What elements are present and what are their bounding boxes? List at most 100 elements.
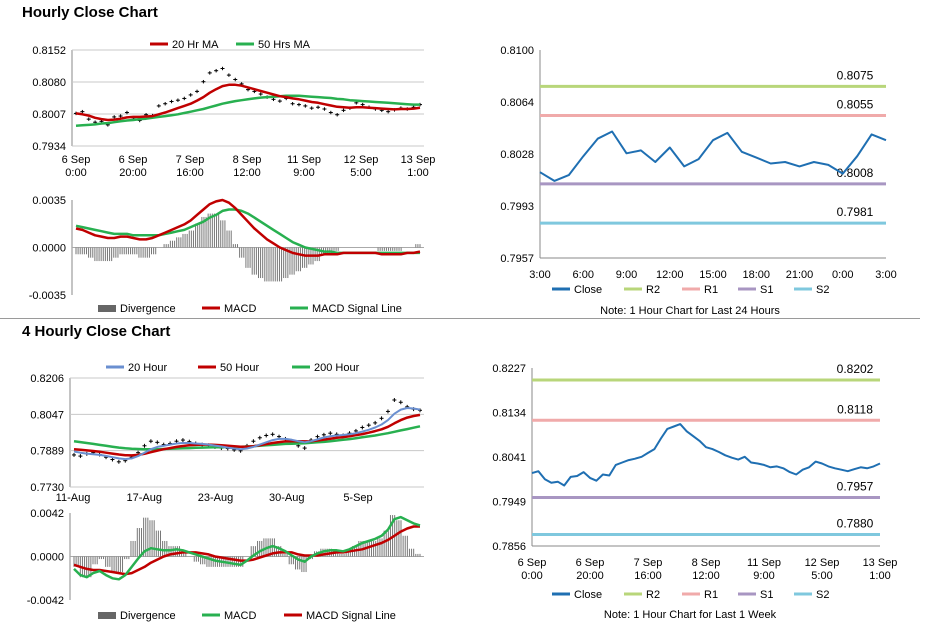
four-hourly-price-x-tick: 23-Aug xyxy=(198,492,233,504)
four-hourly-levels-x-tick: 1:00 xyxy=(869,570,890,582)
hourly-levels-legend-label: R2 xyxy=(646,284,660,296)
four-hourly-levels-x-tick: 13 Sep xyxy=(863,557,898,569)
four-hourly-levels-y-tick: 0.7856 xyxy=(492,541,526,553)
hourly-macd-signal-line xyxy=(75,208,420,255)
hourly-levels-y-tick: 0.7993 xyxy=(500,201,534,213)
four-hourly-levels-level-label: 0.7957 xyxy=(837,480,874,494)
four-hourly-levels-note: Note: 1 Hour Chart for Last 1 Week xyxy=(604,609,777,621)
hourly-price-x-tick: 9:00 xyxy=(293,167,314,179)
four-hourly-levels-x-tick: 12:00 xyxy=(692,570,720,582)
four-hourly-price-y-tick: 0.7730 xyxy=(30,482,64,494)
four-hourly-levels-level-label: 0.7880 xyxy=(837,516,874,530)
hourly-macd-legend-label: Divergence xyxy=(120,303,176,315)
four-hourly-macd-legend-label: MACD Signal Line xyxy=(306,610,396,622)
hourly-price-ma-a-line xyxy=(75,83,421,122)
four-hourly-levels-x-tick: 8 Sep xyxy=(692,557,721,569)
four-hourly-macd-y-tick: 0.0000 xyxy=(30,552,64,564)
hourly-price-x-tick: 16:00 xyxy=(176,167,204,179)
hourly-levels-x-tick: 21:00 xyxy=(786,269,814,281)
hourly-price-x-tick: 6 Sep xyxy=(119,154,148,166)
hourly-levels-level-label: 0.7981 xyxy=(837,205,874,219)
four-hourly-price-ma50-line xyxy=(73,413,421,457)
hourly-price-ma-b-line xyxy=(75,94,420,127)
hourly-price-x-tick: 8 Sep xyxy=(233,154,262,166)
four-hourly-levels-x-tick: 5:00 xyxy=(811,570,832,582)
section-divider xyxy=(0,318,920,319)
hourly-price-x-tick: 12 Sep xyxy=(344,154,379,166)
hourly-levels-y-tick: 0.7957 xyxy=(500,253,534,265)
four-hourly-macd-y-tick: 0.0042 xyxy=(30,508,64,520)
four-hourly-levels-x-tick: 12 Sep xyxy=(805,557,840,569)
hourly-price-legend-label: 50 Hrs MA xyxy=(258,39,311,51)
four-hourly-levels-legend-label: S1 xyxy=(760,589,773,601)
four-hourly-levels-legend-label: Close xyxy=(574,589,602,601)
hourly-macd-legend-swatch xyxy=(98,305,116,312)
four-hourly-levels-y-tick: 0.7949 xyxy=(492,497,526,509)
four-hourly-levels-x-tick: 20:00 xyxy=(576,570,604,582)
hourly-price-y-tick: 0.8152 xyxy=(32,45,66,57)
four-hourly-levels-y-tick: 0.8227 xyxy=(492,363,526,375)
hourly-levels-x-tick: 6:00 xyxy=(573,269,594,281)
four-hourly-price-legend-label: 20 Hour xyxy=(128,362,167,374)
four-hourly-levels-close-line xyxy=(531,423,881,487)
hourly-levels-x-tick: 15:00 xyxy=(699,269,727,281)
hourly-levels-x-tick: 0:00 xyxy=(832,269,853,281)
hourly-macd-legend-label: MACD xyxy=(224,303,256,315)
four-hourly-levels-legend-label: S2 xyxy=(816,589,829,601)
four-hourly-macd-legend-label: Divergence xyxy=(120,610,176,622)
hourly-price-x-tick: 6 Sep xyxy=(62,154,91,166)
four-hourly-levels-legend-label: R1 xyxy=(704,589,718,601)
four-hourly-levels-x-tick: 6 Sep xyxy=(518,557,547,569)
hourly-macd-y-tick: -0.0035 xyxy=(29,290,66,302)
four-hourly-levels-x-tick: 16:00 xyxy=(634,570,662,582)
hourly-levels-level-label: 0.8075 xyxy=(837,68,874,82)
hourly-levels-legend-label: Close xyxy=(574,284,602,296)
hourly-levels-level-label: 0.8055 xyxy=(837,97,874,111)
hourly-price-x-tick: 12:00 xyxy=(233,167,261,179)
four-hourly-price-x-tick: 5-Sep xyxy=(343,492,372,504)
hourly-macd-y-tick: 0.0035 xyxy=(32,195,66,207)
hourly-levels-y-tick: 0.8064 xyxy=(500,97,534,109)
four-hourly-levels-x-tick: 11 Sep xyxy=(747,557,781,569)
hourly-price-x-tick: 11 Sep xyxy=(287,154,321,166)
four-hourly-levels-level-label: 0.8118 xyxy=(837,402,873,416)
four-hourly-macd-legend-label: MACD xyxy=(224,610,256,622)
four-hourly-price-y-tick: 0.8206 xyxy=(30,373,64,385)
four-hourly-price-x-tick: 11-Aug xyxy=(56,492,91,504)
hourly-macd-line xyxy=(75,198,421,257)
hourly-levels-y-tick: 0.8028 xyxy=(500,149,534,161)
four-hourly-price-legend-label: 50 Hour xyxy=(220,362,259,374)
four-hourly-macd-signal-line xyxy=(73,525,420,576)
four-hourly-levels-x-tick: 7 Sep xyxy=(634,557,663,569)
hourly-levels-x-tick: 12:00 xyxy=(656,269,684,281)
hourly-levels-x-tick: 3:00 xyxy=(875,269,896,281)
hourly-price-x-tick: 13 Sep xyxy=(401,154,436,166)
hourly-price-y-tick: 0.7934 xyxy=(32,141,66,153)
hourly-price-x-tick: 20:00 xyxy=(119,167,147,179)
hourly-levels-y-tick: 0.8100 xyxy=(500,45,534,57)
four-hourly-levels-y-tick: 0.8134 xyxy=(492,408,526,420)
hourly-price-y-tick: 0.8080 xyxy=(32,77,66,89)
four-hourly-price-x-tick: 17-Aug xyxy=(127,492,162,504)
four-hourly-macd-y-tick: -0.0042 xyxy=(27,595,64,607)
hourly-levels-x-tick: 3:00 xyxy=(529,269,550,281)
four-hourly-price-x-tick: 30-Aug xyxy=(269,492,304,504)
four-hourly-macd-line xyxy=(73,515,421,581)
four-hourly-levels-level-label: 0.8202 xyxy=(837,362,874,376)
four-hourly-price-y-tick: 0.8047 xyxy=(30,409,64,421)
four-hourly-levels-y-tick: 0.8041 xyxy=(492,452,526,464)
four-hourly-price-legend-label: 200 Hour xyxy=(314,362,360,374)
hourly-price-y-tick: 0.8007 xyxy=(32,109,66,121)
four-hourly-price-ma20-line xyxy=(73,407,421,461)
four-hourly-macd-legend-swatch xyxy=(98,612,116,619)
hourly-macd-y-tick: 0.0000 xyxy=(32,243,66,255)
hourly-levels-close-line xyxy=(539,130,887,182)
section-title-4-hourly: 4 Hourly Close Chart xyxy=(22,323,171,340)
four-hourly-levels-x-tick: 9:00 xyxy=(753,570,774,582)
hourly-levels-x-tick: 9:00 xyxy=(616,269,637,281)
hourly-levels-legend-label: S2 xyxy=(816,284,829,296)
section-title-hourly: Hourly Close Chart xyxy=(22,4,158,21)
hourly-levels-legend-label: S1 xyxy=(760,284,773,296)
four-hourly-price-y-tick: 0.7889 xyxy=(30,446,64,458)
